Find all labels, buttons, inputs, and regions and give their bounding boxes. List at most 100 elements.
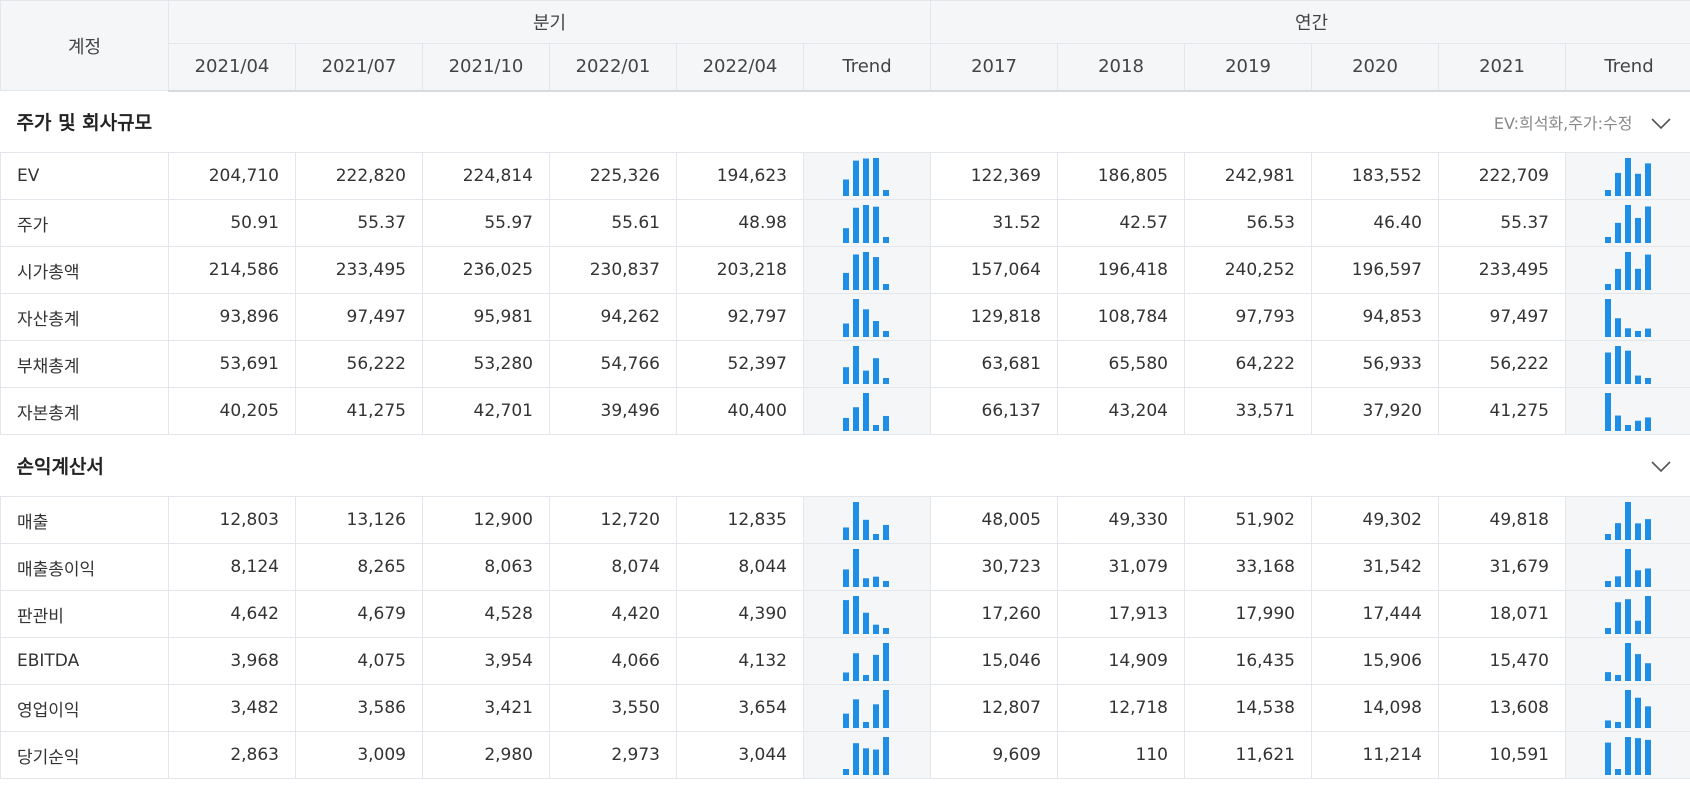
trend-bar	[843, 769, 849, 775]
annual-value-cell: 186,805	[1057, 152, 1185, 200]
trend-bar	[1605, 672, 1611, 681]
quarterly-trend-cell	[803, 387, 931, 435]
trend-bar	[1615, 722, 1621, 728]
annual-value-cell: 48,005	[930, 496, 1058, 544]
annual-value-cell: 49,302	[1311, 496, 1439, 544]
trend-bar	[863, 205, 869, 243]
quarterly-value-cell: 3,968	[168, 637, 296, 685]
quarterly-value-cell: 203,218	[676, 246, 804, 294]
trend-sparkline	[843, 502, 889, 540]
annual-value-cell: 37,920	[1311, 387, 1439, 435]
quarter-col-header: 2021/10	[422, 43, 550, 92]
annual-value-cell: 31,079	[1057, 543, 1185, 591]
annual-value-cell: 9,609	[930, 731, 1058, 779]
quarterly-value-cell: 8,265	[295, 543, 423, 591]
trend-bar	[883, 690, 889, 728]
trend-bar	[863, 252, 869, 290]
trend-bar	[843, 417, 849, 431]
trend-bar	[843, 367, 849, 384]
quarterly-trend-cell	[803, 731, 931, 779]
annual-value-cell: 42.57	[1057, 199, 1185, 247]
trend-bar	[1625, 328, 1631, 337]
annual-trend-cell	[1565, 684, 1690, 732]
annual-value-cell: 33,571	[1184, 387, 1312, 435]
year-col-header: 2017	[930, 43, 1058, 92]
row-label: EBITDA	[0, 637, 169, 685]
section-header[interactable]: 손익계산서	[0, 434, 1690, 497]
trend-bar	[873, 534, 879, 540]
quarterly-value-cell: 204,710	[168, 152, 296, 200]
quarterly-trend-cell	[803, 590, 931, 638]
year-col-header: 2020	[1311, 43, 1439, 92]
section-header[interactable]: 주가 및 회사규모 EV:희석화,주가:수정	[0, 90, 1690, 153]
annual-value-cell: 108,784	[1057, 293, 1185, 341]
annual-value-cell: 240,252	[1184, 246, 1312, 294]
trend-bar	[883, 415, 889, 431]
trend-bar	[873, 749, 879, 775]
row-label: 자산총계	[0, 293, 169, 341]
trend-bar	[863, 612, 869, 634]
table-row: 주가 50.91 55.37 55.97 55.61 48.98 31.52 42.57 56.…	[0, 199, 1690, 247]
quarterly-value-cell: 3,654	[676, 684, 804, 732]
annual-value-cell: 64,222	[1184, 340, 1312, 388]
quarterly-value-cell: 12,900	[422, 496, 550, 544]
quarterly-value-cell: 224,814	[422, 152, 550, 200]
table-row: 자산총계 93,896 97,497 95,981 94,262 92,797 129,81…	[0, 293, 1690, 341]
trend-bar	[1645, 417, 1651, 431]
trend-bar	[1615, 268, 1621, 290]
annual-trend-cell	[1565, 496, 1690, 544]
annual-value-cell: 17,990	[1184, 590, 1312, 638]
trend-bar	[1645, 706, 1651, 728]
quarterly-value-cell: 4,066	[549, 637, 677, 685]
trend-sparkline	[843, 158, 889, 196]
trend-bar	[853, 346, 859, 384]
quarterly-value-cell: 40,400	[676, 387, 804, 435]
trend-bar	[1605, 393, 1611, 431]
trend-sparkline	[843, 205, 889, 243]
table-row: EBITDA 3,968 4,075 3,954 4,066 4,132 15,046 14,…	[0, 637, 1690, 685]
section-note: EV:희석화,주가:수정	[1493, 113, 1633, 133]
section-title: 손익계산서	[0, 434, 931, 497]
trend-bar	[1645, 163, 1651, 196]
table-header: 계정 분기 연간 2021/04 2021/07 2021/10 2022/01…	[0, 0, 1690, 92]
chevron-down-icon[interactable]	[1633, 114, 1671, 133]
trend-bar	[883, 524, 889, 540]
quarterly-value-cell: 97,497	[295, 293, 423, 341]
trend-bar	[883, 737, 889, 775]
quarterly-value-cell: 3,586	[295, 684, 423, 732]
chevron-down-icon[interactable]	[1633, 456, 1671, 475]
trend-bar	[843, 569, 849, 587]
annual-trend-cell	[1565, 543, 1690, 591]
trend-bar	[1635, 268, 1641, 290]
quarterly-value-cell: 214,586	[168, 246, 296, 294]
trend-bar	[873, 704, 879, 728]
trend-bar	[853, 160, 859, 196]
quarterly-value-cell: 94,262	[549, 293, 677, 341]
trend-bar	[883, 581, 889, 587]
row-label: 매출총이익	[0, 543, 169, 591]
trend-bar	[853, 207, 859, 243]
annual-value-cell: 94,853	[1311, 293, 1439, 341]
trend-bar	[1645, 596, 1651, 634]
table-row: EV 204,710 222,820 224,814 225,326 194,623 122…	[0, 152, 1690, 200]
trend-bar	[1645, 739, 1651, 775]
trend-bar	[1625, 737, 1631, 775]
quarterly-value-cell: 92,797	[676, 293, 804, 341]
trend-bar	[1625, 502, 1631, 540]
quarterly-value-cell: 4,679	[295, 590, 423, 638]
annual-value-cell: 65,580	[1057, 340, 1185, 388]
trend-bar	[883, 628, 889, 634]
quarterly-value-cell: 55.37	[295, 199, 423, 247]
trend-bar	[883, 284, 889, 290]
trend-sparkline	[1605, 252, 1651, 290]
annual-value-cell: 49,330	[1057, 496, 1185, 544]
quarterly-value-cell: 4,132	[676, 637, 804, 685]
trend-sparkline	[1605, 737, 1651, 775]
trend-bar	[1605, 237, 1611, 243]
trend-bar	[1605, 720, 1611, 728]
quarterly-trend-cell	[803, 199, 931, 247]
trend-sparkline	[843, 690, 889, 728]
quarterly-trend-cell	[803, 152, 931, 200]
trend-bar	[1615, 602, 1621, 634]
trend-bar	[1605, 581, 1611, 587]
